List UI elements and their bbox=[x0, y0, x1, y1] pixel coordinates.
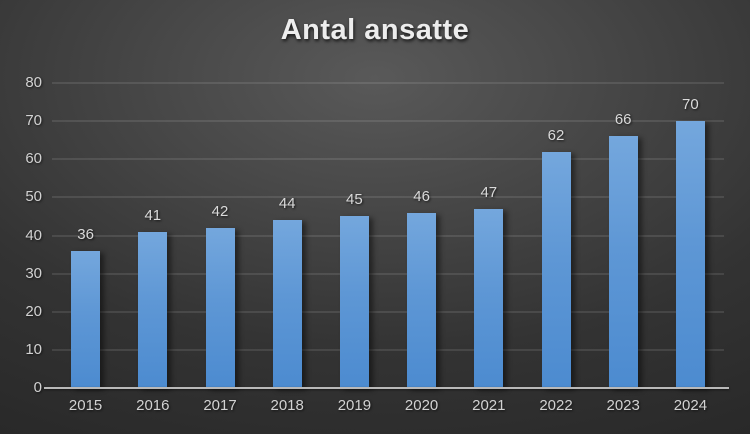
x-axis-line bbox=[44, 387, 729, 389]
grid-line bbox=[52, 82, 724, 84]
bar bbox=[474, 208, 504, 388]
bar-value-label: 41 bbox=[144, 206, 162, 224]
grid-line bbox=[52, 310, 724, 313]
y-axis-tick-label: 70 bbox=[25, 112, 42, 130]
x-axis-tick-label: 2019 bbox=[337, 397, 372, 414]
x-axis-tick-label: 2017 bbox=[203, 397, 237, 414]
bar-value-label: 45 bbox=[346, 191, 363, 209]
bar bbox=[675, 121, 705, 388]
bar bbox=[339, 216, 369, 388]
x-axis-tick-label: 2022 bbox=[539, 397, 573, 414]
grid-line bbox=[52, 196, 724, 199]
y-axis-tick-label: 0 bbox=[33, 379, 42, 396]
y-axis-tick-label: 30 bbox=[25, 264, 42, 282]
bar-value-label: 47 bbox=[480, 183, 498, 201]
x-axis-tick-label: 2018 bbox=[270, 397, 304, 414]
y-axis-tick-label: 80 bbox=[25, 74, 42, 91]
x-axis-tick-label: 2020 bbox=[404, 397, 439, 414]
bar-value-label: 70 bbox=[682, 96, 699, 114]
y-axis-tick-label: 20 bbox=[25, 302, 42, 320]
y-axis-tick-label: 50 bbox=[25, 188, 42, 206]
x-axis-tick-label: 2023 bbox=[606, 397, 640, 414]
y-axis-tick-label: 10 bbox=[25, 340, 42, 358]
bar bbox=[71, 250, 101, 388]
bar bbox=[205, 227, 235, 388]
x-axis-tick-label: 2016 bbox=[136, 397, 170, 414]
grid-line bbox=[52, 348, 724, 351]
x-axis-tick-label: 2015 bbox=[68, 397, 103, 414]
bar bbox=[608, 136, 638, 388]
bar-value-label: 62 bbox=[547, 126, 565, 144]
grid-line bbox=[52, 234, 724, 237]
grid-line bbox=[52, 272, 724, 275]
grid-line bbox=[52, 120, 724, 123]
grid-line bbox=[52, 158, 724, 161]
x-axis-tick-label: 2021 bbox=[472, 397, 506, 414]
bar-value-label: 42 bbox=[211, 202, 229, 220]
y-axis-tick-label: 40 bbox=[25, 226, 42, 244]
chart-title: Antal ansatte bbox=[280, 14, 470, 46]
bar bbox=[407, 212, 437, 388]
bar bbox=[541, 151, 571, 388]
bar bbox=[138, 231, 168, 388]
x-axis-tick-label: 2024 bbox=[673, 397, 708, 414]
bar-value-label: 44 bbox=[278, 195, 296, 213]
bar-value-label: 36 bbox=[77, 225, 94, 243]
bar bbox=[272, 220, 302, 388]
bar-value-label: 66 bbox=[614, 111, 632, 129]
y-axis-tick-label: 60 bbox=[25, 150, 42, 168]
bar-value-label: 46 bbox=[413, 187, 430, 205]
